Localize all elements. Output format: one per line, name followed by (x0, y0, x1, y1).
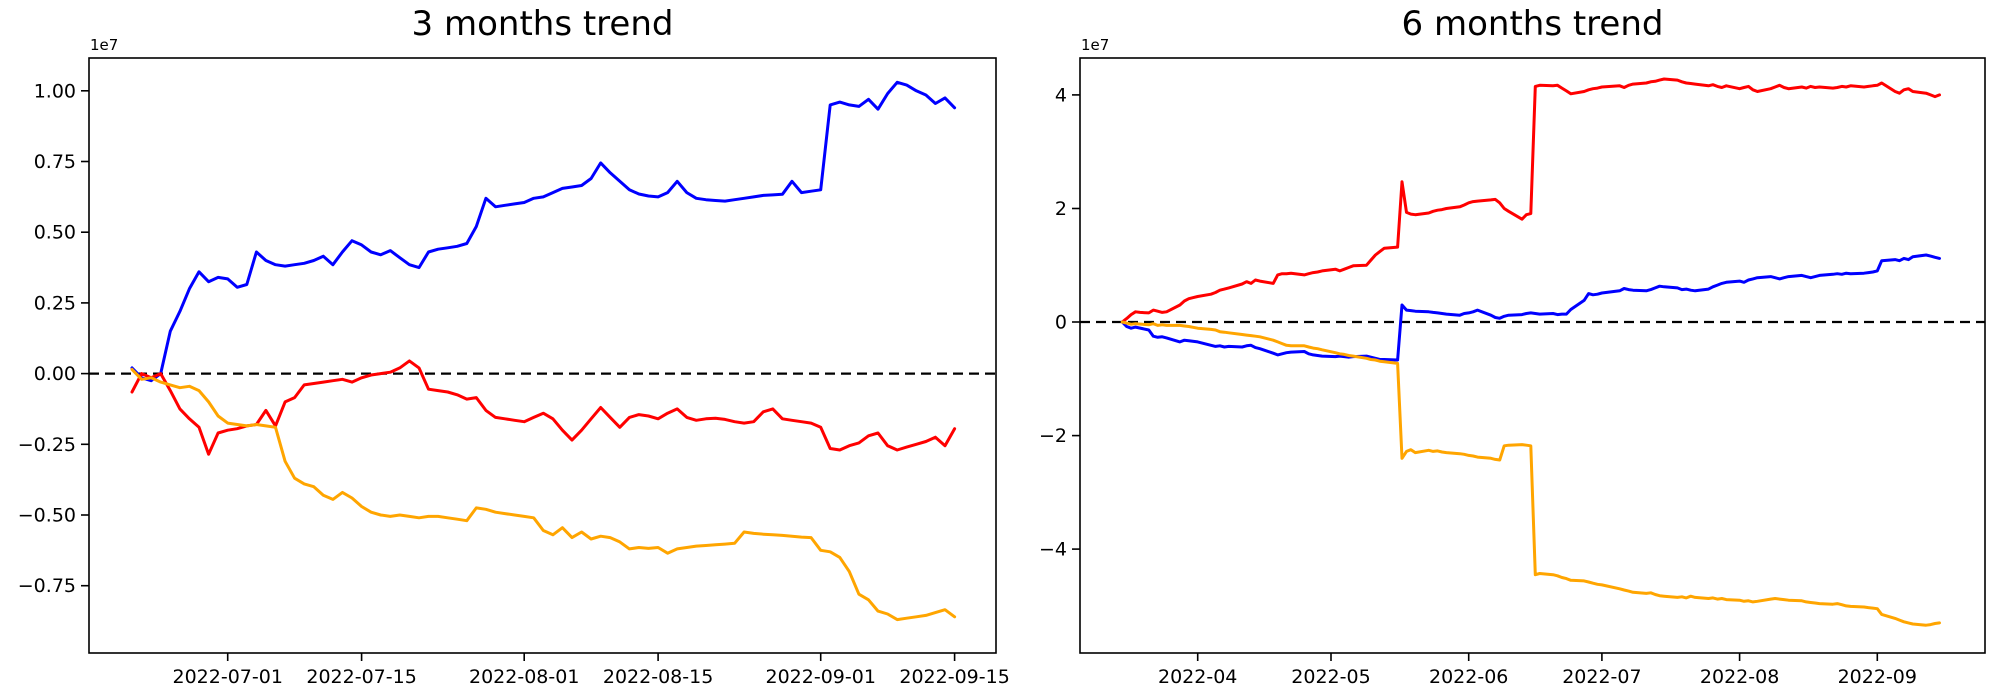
series-line-blue (1120, 253, 1941, 362)
x-tick-label: 2022-06 (1429, 666, 1508, 688)
chart-title-6-months: 6 months trend (1401, 4, 1664, 44)
x-tick-label: 2022-09-15 (899, 666, 1009, 688)
x-tick-label: 2022-09-01 (765, 666, 875, 688)
y-tick-label: 0.50 (34, 222, 76, 244)
x-tick-label: 2022-09 (1838, 666, 1917, 688)
series-line-red (130, 359, 957, 456)
x-tick-label: 2022-08-15 (603, 666, 713, 688)
x-tick-label: 2022-07-01 (172, 666, 282, 688)
chart-3-months-trend: 2022-07-01 2022-07-15 2022-08-01 2022-08-15… (18, 57, 1010, 688)
y-tick-label: 0.00 (34, 363, 76, 385)
series-line-blue (130, 80, 957, 383)
y-tick-label: −2 (1039, 425, 1067, 447)
series-line-red (1120, 77, 1941, 324)
x-tick-label: 2022-07-15 (306, 666, 416, 688)
series-line-orange (1120, 320, 1941, 627)
y-axis-offset-label-left: 1e7 (90, 36, 119, 54)
axes-box (1079, 57, 1986, 654)
y-tick-label: 0.25 (34, 292, 76, 314)
x-tick-label: 2022-08 (1700, 666, 1779, 688)
y-tick-label: 4 (1055, 84, 1067, 106)
y-tick-label: 0 (1055, 312, 1067, 334)
y-axis-offset-label-right: 1e7 (1081, 36, 1110, 54)
y-tick-label: −0.75 (18, 575, 76, 597)
x-tick-label: 2022-04 (1158, 666, 1237, 688)
chart-title-3-months: 3 months trend (411, 4, 674, 44)
axes-box (88, 57, 997, 654)
series-line-orange (130, 367, 957, 622)
y-tick-label: 0.75 (34, 151, 76, 173)
y-tick-label: 2 (1055, 198, 1067, 220)
y-tick-label: −4 (1039, 539, 1067, 561)
x-tick-label: 2022-07 (1562, 666, 1641, 688)
y-tick-label: −0.50 (18, 505, 76, 527)
y-tick-label: 1.00 (34, 80, 76, 102)
x-tick-label: 2022-08-01 (469, 666, 579, 688)
y-tick-label: −0.25 (18, 434, 76, 456)
x-tick-label: 2022-05 (1291, 666, 1370, 688)
chart-6-months-trend: 2022-04 2022-05 2022-06 2022-07 2022-08 2022-… (1039, 57, 1986, 688)
